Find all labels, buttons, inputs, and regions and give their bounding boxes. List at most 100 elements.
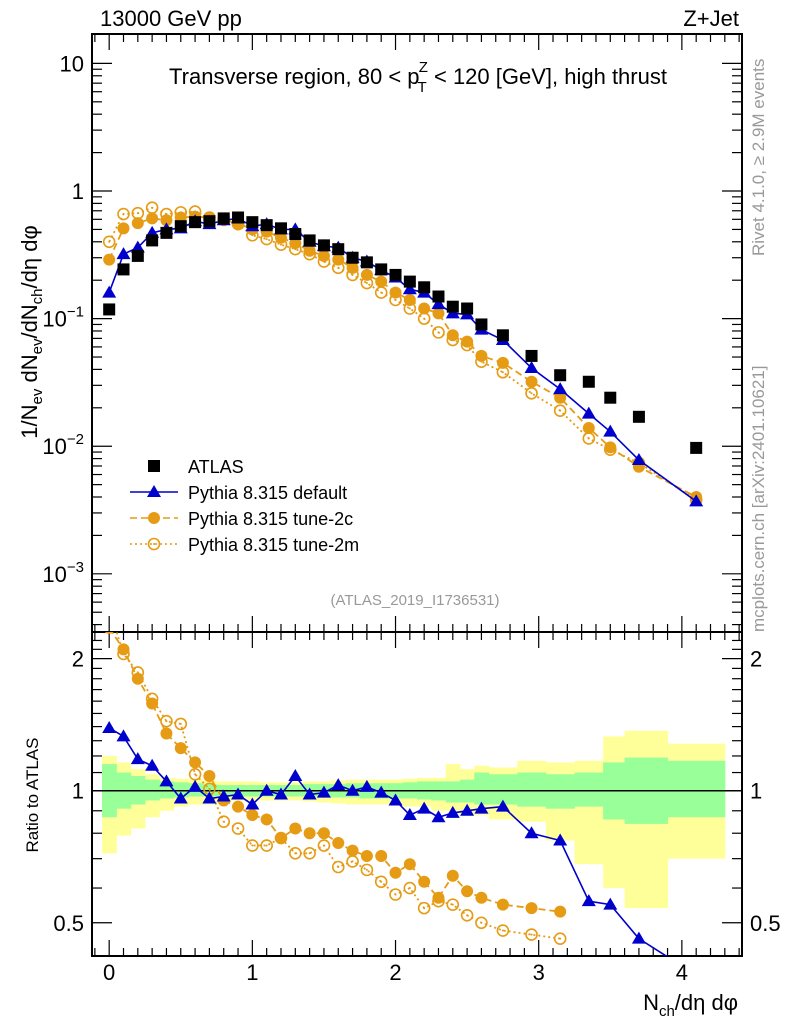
ratio-point [159,774,174,787]
x-tick-labels: 0 1 2 3 4 [103,960,688,985]
data-point [103,303,116,316]
ratio-point [403,881,417,895]
ratio-point-center [251,844,254,847]
ratio-series-pythia-8-315-default [102,720,668,956]
series-atlas [103,211,703,454]
data-point [554,369,567,382]
data-point [375,275,388,288]
data-point [604,441,617,454]
data-point [146,234,159,247]
data-point [431,297,446,310]
ratio-point [289,846,302,860]
data-point [475,318,488,331]
ratio-point-center [351,860,354,863]
ratio-point [417,901,431,915]
ratio-point-center [337,866,340,869]
ratio-tick-label-left: 2 [72,647,84,672]
legend-label: ATLAS [188,457,244,477]
ratio-frame [91,631,743,957]
data-point-center [136,212,139,215]
y-tick-label: 10−2 [42,431,84,459]
ratio-point [104,603,115,614]
legend-label: Pythia 8.315 tune-2c [188,509,353,529]
ratio-point [359,779,374,792]
data-point [375,263,388,276]
stat-band-bin [517,772,547,807]
data-point [632,410,645,423]
ratio-point [402,808,417,821]
data-point [117,222,130,235]
x-tick-label: 3 [533,960,545,985]
ratio-point [445,805,460,818]
ratio-point [232,800,245,813]
ratio-plot-panel: 0 1 2 3 4 2 2 1 1 0.5 0.5 [53,603,781,985]
ratio-tick-label-right: 2 [750,647,762,672]
data-point-center [380,291,383,294]
data-point-center [279,243,282,246]
ratio-point [360,863,374,877]
ratio-point [116,729,131,742]
ratio-point-center [380,880,383,883]
ratio-point [460,909,474,922]
data-point [274,222,287,235]
ratio-point-center [222,820,225,823]
ratio-point [160,727,173,740]
y-axis-title: 1/Nev dNev/dNch/dη dφ [17,225,46,438]
ratio-point [273,787,288,800]
data-point [446,329,459,342]
ratio-point [554,905,567,918]
data-point [432,307,445,320]
ratio-point [260,839,273,852]
legend-item: Pythia 8.315 tune-2m [130,535,359,555]
ratio-point [302,787,317,800]
ratio-point-center [408,887,411,890]
ratio-point [117,643,130,656]
ratio-point [202,791,217,804]
ratio-point-center [365,868,368,871]
x-axis-title: Nch/dη dφ [643,990,738,1020]
ratio-point [331,860,345,874]
ratio-point [496,898,509,911]
data-point [317,239,330,252]
ratio-point [525,902,538,915]
ratio-tick-label-left: 1 [72,779,84,804]
data-point-center [108,240,111,243]
ratio-point [245,797,260,810]
data-point [525,386,538,400]
ratio-point [174,742,187,755]
ratio-point [603,897,618,910]
ratio-point [231,822,245,835]
data-point-center [337,266,340,269]
ratio-point [288,769,303,782]
data-point [332,243,345,256]
ratio-point [188,779,203,792]
y-tick-label: 1 [72,179,84,204]
data-point [317,249,330,262]
ratio-point [475,891,488,904]
ratio-point [446,898,460,911]
legend-item: Pythia 8.315 default [130,483,347,503]
ratio-point-center [423,907,426,910]
data-point [475,349,488,362]
data-point [582,375,595,388]
ratio-point [553,932,567,945]
data-point [130,240,145,253]
x-tick-label: 0 [103,960,115,985]
data-point [461,302,474,315]
data-point [524,361,539,374]
ratio-point [496,924,510,937]
ratio-point-center [394,893,397,896]
data-point [303,244,316,257]
data-point [689,494,704,507]
ratio-point [375,849,388,862]
series-line [108,206,697,501]
data-point [604,391,617,404]
data-point [189,216,202,229]
data-point-center [351,273,354,276]
ratio-point [331,778,346,791]
stat-band-bin [545,774,575,809]
ratio-point [146,697,159,710]
ratio-point [246,839,259,852]
plot-title: Transverse region, 80 < pTZ < 120 [GeV],… [169,59,667,96]
analysis-id: (ATLAS_2019_I1736531) [330,592,499,609]
